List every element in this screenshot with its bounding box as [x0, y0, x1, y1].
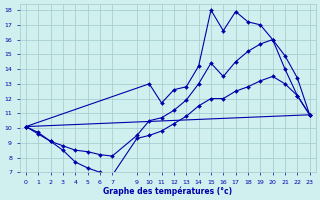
- X-axis label: Graphe des températures (°c): Graphe des températures (°c): [103, 186, 232, 196]
